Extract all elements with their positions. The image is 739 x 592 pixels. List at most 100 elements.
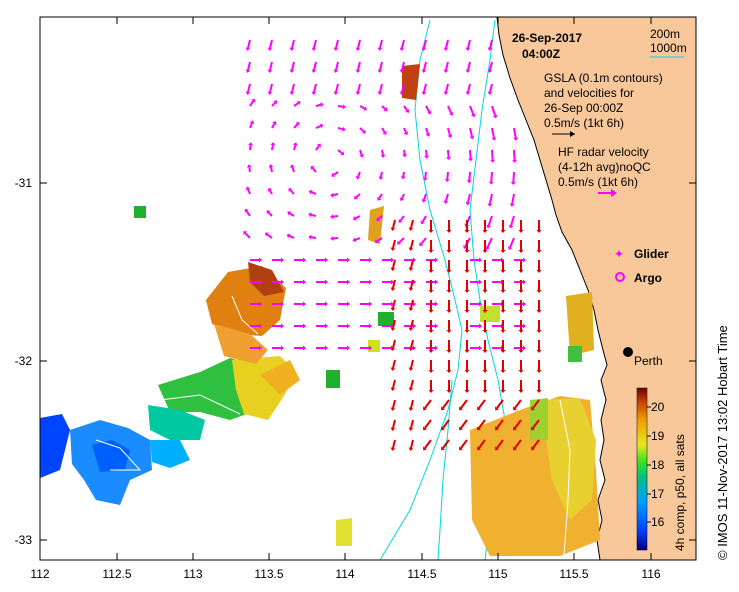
hf-arrow <box>379 171 383 178</box>
hf-arrow-head <box>413 257 416 263</box>
hf-arrow <box>332 215 339 218</box>
x-tick-label: 112.5 <box>102 567 131 581</box>
hf-arrow-head <box>333 91 339 95</box>
gsla-arrow-head <box>500 230 506 233</box>
colorbar-tick-label: 18 <box>651 458 665 472</box>
hf-arrow <box>488 193 493 204</box>
hf-arrow <box>425 149 428 156</box>
gsla-arrow-head <box>446 250 452 253</box>
gsla-arrow-head <box>536 390 542 393</box>
hf-arrow-head <box>355 47 361 51</box>
hf-arrow <box>311 167 317 173</box>
gsla-arrow-head <box>459 406 463 411</box>
hf-arrow <box>489 39 493 49</box>
gsla-arrow-head <box>390 387 396 391</box>
x-tick-label: 113.5 <box>254 567 283 581</box>
gsla-arrow-head <box>536 350 542 353</box>
gsla-arrow <box>514 439 522 449</box>
hf-arrow <box>510 215 515 226</box>
gsla-arrow-head <box>464 390 470 393</box>
gsla-arrow <box>392 399 396 409</box>
hf-arrow-head <box>361 129 366 134</box>
hf-arrow-head <box>311 69 317 73</box>
gsla-arrow <box>392 279 396 289</box>
gsla-arrow-head <box>482 350 488 353</box>
gsla-arrow <box>532 399 540 409</box>
hf-arrow <box>401 83 405 93</box>
hf-arrow-head <box>347 301 350 307</box>
hf-arrow <box>248 167 251 173</box>
gsla-arrow <box>496 439 504 449</box>
argo-marker-icon <box>615 272 625 282</box>
hf-arrow-head <box>330 235 334 241</box>
glider-label: Glider <box>634 247 669 261</box>
hf-arrow-head <box>443 69 449 73</box>
gsla-arrow-head <box>482 270 488 273</box>
gsla-arrow-head <box>408 367 414 371</box>
hf-arrow <box>381 127 386 133</box>
gsla-arrow-head <box>408 387 414 391</box>
hf-arrow-head <box>435 345 438 351</box>
hf-arrow <box>511 193 515 205</box>
hf-arrow <box>420 237 427 245</box>
gsla-arrow-head <box>390 307 396 311</box>
hf-arrow-head <box>316 143 321 148</box>
hf-arrow <box>244 232 251 239</box>
gsla-arrow <box>410 219 414 229</box>
hf-arrow <box>513 149 516 161</box>
hf-arrow-head <box>295 122 300 126</box>
hf-arrow <box>513 127 517 139</box>
hf-arrow <box>466 193 471 203</box>
gsla-arrow-head <box>423 426 427 431</box>
hf-arrow <box>423 39 427 49</box>
hf-arrow <box>445 39 449 49</box>
gsla-arrow-head <box>482 390 488 393</box>
hf-arrow-head <box>259 279 262 285</box>
gsla-arrow <box>392 379 396 389</box>
glider-marker-icon: ✦ <box>614 247 624 261</box>
hf-arrow <box>267 211 273 217</box>
hf-arrow-head <box>355 91 361 95</box>
bathy-1000m-b <box>437 379 453 561</box>
gsla-arrow <box>460 419 468 429</box>
gsla-arrow-head <box>482 310 488 313</box>
gsla-arrow-head <box>390 227 396 231</box>
hf-arrow <box>271 101 276 107</box>
sst-patch <box>530 398 548 440</box>
gsla-arrow-head <box>500 310 506 313</box>
gsla-arrow <box>410 359 414 369</box>
hf-arrow-head <box>488 181 494 185</box>
gsla-arrow-head <box>441 406 445 411</box>
gsla-arrow-head <box>536 370 542 373</box>
hf-arrow-head <box>479 345 482 351</box>
hf-arrow <box>379 83 383 93</box>
x-axis: 112 112.5 113 113.5 114 114.5 115 115.5 116 <box>30 17 661 581</box>
hf-arrow-head <box>397 240 402 245</box>
hf-arrow-head <box>510 181 516 185</box>
gsla-arrow-head <box>482 370 488 373</box>
gsla-arrow-head <box>390 407 396 411</box>
x-tick-label: 115 <box>488 567 507 581</box>
gsla-arrow-head <box>536 250 542 253</box>
gsla-arrow-head <box>428 230 434 233</box>
hf-arrow <box>401 61 405 71</box>
hf-arrow-head <box>420 220 425 225</box>
hf-arrow-head <box>399 91 405 95</box>
hf-arrow-head <box>443 91 449 95</box>
colorbar-tick-label: 16 <box>651 515 665 529</box>
hf-arrow <box>337 105 344 108</box>
hf-arrow <box>247 61 251 71</box>
hf-arrow-head <box>479 301 482 307</box>
hf-arrow-head <box>359 153 364 158</box>
hf-arrow-head <box>435 279 438 285</box>
hf-arrow-head <box>248 142 254 146</box>
gsla-arrow-head <box>390 247 396 251</box>
hf-arrow <box>289 189 295 195</box>
gsla-arrow <box>478 439 486 449</box>
gsla-arrow-head <box>428 390 434 393</box>
gsla-arrow-head <box>518 310 524 313</box>
gsla-arrow-head <box>464 330 470 333</box>
hf-arrow <box>359 105 365 110</box>
hf-arrow-head <box>405 108 410 113</box>
gsla-arrow-head <box>477 446 481 451</box>
